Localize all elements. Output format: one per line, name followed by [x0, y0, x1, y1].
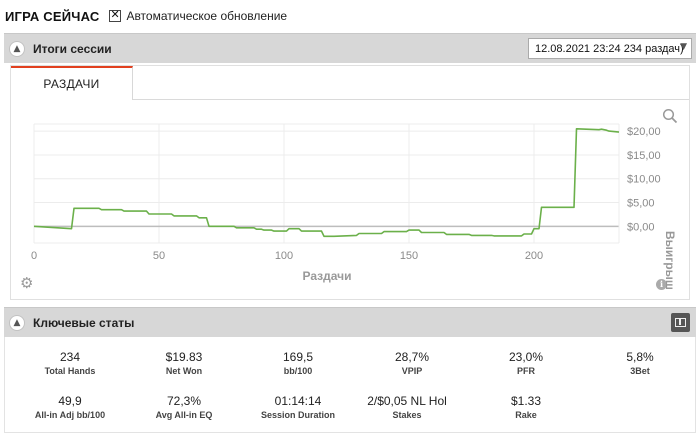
stat-net-won: $19.83 Net Won — [129, 350, 239, 376]
y-tick-label: $5,00 — [627, 198, 655, 210]
stat-value: 5,8% — [626, 350, 654, 364]
tab-divider — [133, 99, 689, 100]
stat-pfr: 23,0% PFR — [471, 350, 581, 376]
gear-icon[interactable]: ⚙ — [20, 274, 34, 292]
stat-value: $19.83 — [165, 350, 203, 364]
stat-label: PFR — [517, 366, 535, 376]
key-stats-title: Ключевые статы — [33, 315, 135, 330]
winnings-chart: 0 50 100 150 200 $0,00 $5,00 $10,00 $15,00 $20,00 — [31, 123, 661, 262]
stat-total-hands: 234 Total Hands — [15, 350, 125, 376]
chart-panel: РАЗДАЧИ 0 50 100 150 200 $0,00 $5,00 $10,00 $15,… — [10, 65, 690, 300]
top-bar: ИГРА СЕЙЧАС Автоматическое обновление — [0, 0, 700, 32]
stat-avg-allin-eq: 72,3% Avg All-in EQ — [129, 394, 239, 420]
tab-hands-label: РАЗДАЧИ — [43, 77, 100, 91]
x-tick-label: 0 — [31, 250, 37, 262]
x-tick-label: 200 — [525, 250, 543, 262]
stat-session-duration: 01:14:14 Session Duration — [243, 394, 353, 420]
chevron-up-icon[interactable]: ▲ — [9, 40, 25, 57]
stat-label: 3Bet — [630, 366, 650, 376]
stat-value: 01:14:14 — [274, 394, 322, 408]
session-select-value: 12.08.2021 23:24 234 раздач) — [535, 42, 684, 55]
x-tick-label: 150 — [400, 250, 418, 262]
stat-label: Rake — [515, 410, 537, 420]
stat-value: 28,7% — [394, 350, 430, 364]
magnifier-icon[interactable] — [662, 108, 678, 124]
session-select[interactable]: 12.08.2021 23:24 234 раздач) ▼ — [528, 38, 692, 59]
session-summary-title: Итоги сессии — [33, 41, 112, 56]
key-stats-header: ▲ Ключевые статы — [4, 307, 696, 337]
stat-rake: $1.33 Rake — [471, 394, 581, 420]
stat-stakes: 2/$0,05 NL Hol Stakes — [357, 394, 457, 420]
stat-label: Net Won — [165, 366, 203, 376]
page-title: ИГРА СЕЙЧАС — [5, 8, 100, 24]
x-tick-label: 50 — [153, 250, 165, 262]
y-axis-label: Выигрыш — [663, 231, 677, 290]
winnings-line — [33, 127, 620, 238]
stat-label: Stakes — [392, 410, 422, 420]
stat-label: VPIP — [401, 366, 423, 376]
stat-value: 72,3% — [166, 394, 202, 408]
auto-update-checkbox[interactable] — [109, 8, 122, 22]
y-tick-label: $15,00 — [627, 150, 661, 162]
y-tick-label: $10,00 — [627, 174, 661, 186]
stat-label: All-in Adj bb/100 — [34, 410, 106, 420]
stat-value: 2/$0,05 NL Hol — [367, 394, 447, 408]
stat-value: 23,0% — [508, 350, 544, 364]
x-tick-label: 100 — [275, 250, 293, 262]
info-icon[interactable]: i — [656, 279, 667, 290]
auto-update-label[interactable]: Автоматическое обновление — [126, 9, 288, 23]
stat-label: Avg All-in EQ — [155, 410, 213, 420]
stat-value: 234 — [59, 350, 81, 364]
tab-hands[interactable]: РАЗДАЧИ — [11, 66, 133, 100]
stat-3bet: 5,8% 3Bet — [585, 350, 695, 376]
session-summary-header: ▲ Итоги сессии 12.08.2021 23:24 234 разд… — [4, 33, 696, 63]
stat-value: $1.33 — [510, 394, 542, 408]
key-stats-grid: 234 Total Hands $19.83 Net Won 169,5 bb/… — [4, 337, 696, 433]
stat-label: Session Duration — [260, 410, 335, 420]
stat-value: 49,9 — [58, 394, 82, 408]
stat-value: 169,5 — [282, 350, 314, 364]
chevron-down-icon: ▼ — [680, 42, 687, 52]
stat-allin-adj: 49,9 All-in Adj bb/100 — [15, 394, 125, 420]
stat-vpip: 28,7% VPIP — [357, 350, 467, 376]
columns-layout-icon[interactable] — [671, 313, 690, 332]
stat-label: bb/100 — [283, 366, 313, 376]
stat-label: Total Hands — [44, 366, 96, 376]
stat-bb-100: 169,5 bb/100 — [243, 350, 353, 376]
y-tick-label: $20,00 — [627, 126, 661, 138]
x-axis-label: Раздачи — [302, 269, 352, 283]
chevron-up-icon[interactable]: ▲ — [9, 314, 25, 331]
y-tick-label: $0,00 — [627, 221, 655, 233]
